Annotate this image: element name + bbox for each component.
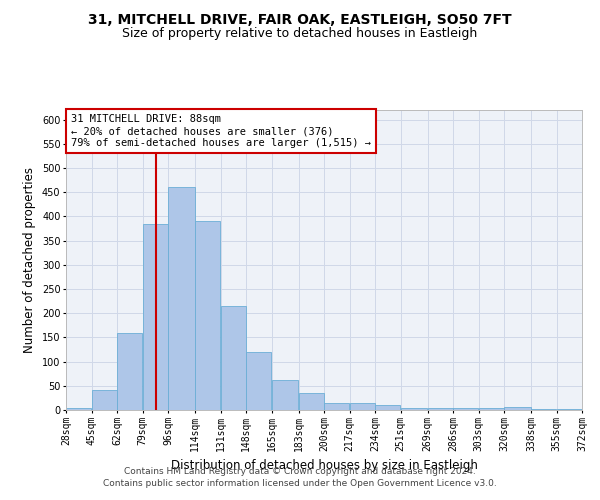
Bar (221, 306, 246, 410)
Bar (299, 393, 324, 410)
Bar (92, 390, 117, 410)
Y-axis label: Number of detached properties: Number of detached properties (23, 167, 36, 353)
Text: Contains HM Land Registry data © Crown copyright and database right 2024.
Contai: Contains HM Land Registry data © Crown c… (103, 466, 497, 487)
Bar (117, 332, 142, 410)
Bar (66, 408, 91, 410)
Bar (246, 352, 271, 410)
Bar (324, 402, 349, 410)
Bar (531, 408, 556, 410)
Bar (453, 408, 478, 410)
Bar (143, 224, 168, 410)
X-axis label: Distribution of detached houses by size in Eastleigh: Distribution of detached houses by size … (170, 459, 478, 472)
Bar (350, 402, 375, 410)
Bar (557, 408, 582, 410)
Bar (401, 408, 427, 410)
Bar (195, 222, 220, 410)
Bar (375, 405, 400, 410)
Text: 31, MITCHELL DRIVE, FAIR OAK, EASTLEIGH, SO50 7FT: 31, MITCHELL DRIVE, FAIR OAK, EASTLEIGH,… (88, 12, 512, 26)
Bar (272, 380, 298, 410)
Bar (168, 188, 195, 410)
Text: 31 MITCHELL DRIVE: 88sqm
← 20% of detached houses are smaller (376)
79% of semi-: 31 MITCHELL DRIVE: 88sqm ← 20% of detach… (71, 114, 371, 148)
Bar (428, 408, 453, 410)
Bar (504, 406, 531, 410)
Bar (479, 408, 504, 410)
Text: Size of property relative to detached houses in Eastleigh: Size of property relative to detached ho… (122, 28, 478, 40)
